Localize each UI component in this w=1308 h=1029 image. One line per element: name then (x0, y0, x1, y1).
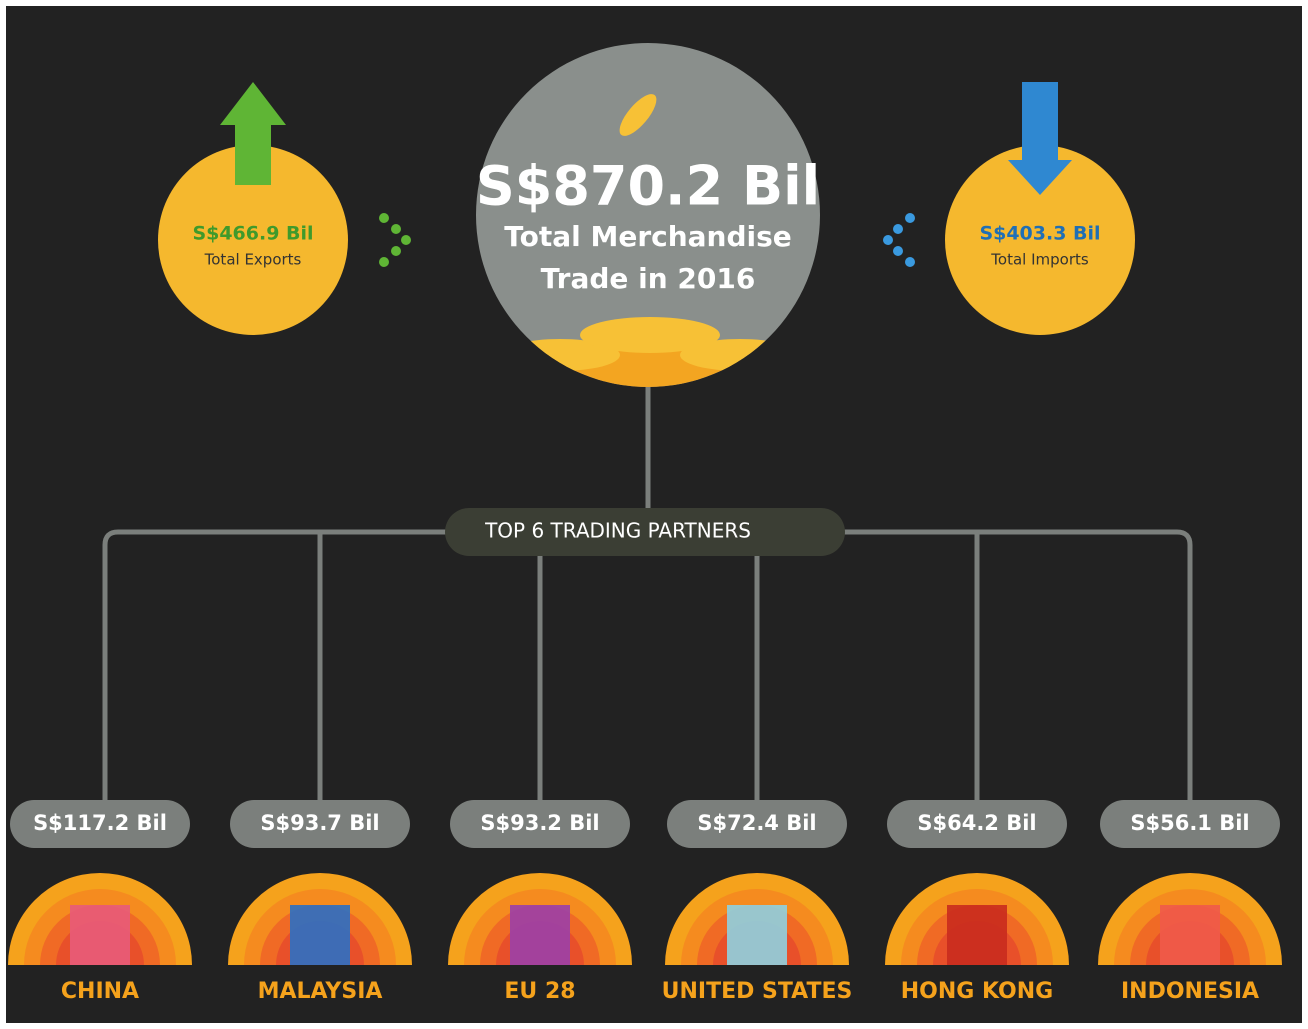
partner-name: MALAYSIA (258, 979, 383, 1004)
value-pill (230, 800, 410, 848)
total-value: S$870.2 Bil (476, 155, 820, 218)
title-pill (445, 508, 845, 556)
partner-value: S$93.2 Bil (480, 811, 599, 835)
value-pill (1100, 800, 1280, 848)
imports-label: Total Imports (990, 251, 1089, 269)
landmark (727, 905, 787, 965)
value-pill (450, 800, 630, 848)
coin (619, 94, 657, 136)
exports-value: S$466.9 Bil (192, 223, 313, 245)
landmark (510, 905, 570, 965)
partner-value: S$64.2 Bil (917, 811, 1036, 835)
import-chevron (883, 213, 915, 267)
value-pill (10, 800, 190, 848)
partner-name: INDONESIA (1121, 979, 1259, 1004)
landmark (947, 905, 1007, 965)
landmark (70, 905, 130, 965)
landmark (290, 905, 350, 965)
exports-label: Total Exports (204, 251, 302, 269)
partner-value: S$72.4 Bil (697, 811, 816, 835)
total-label: Total Merchandise (504, 220, 792, 253)
imports-value: S$403.3 Bil (979, 223, 1100, 245)
partners-title: TOP 6 TRADING PARTNERS (484, 519, 751, 543)
center-circle (476, 43, 820, 387)
partner-name: EU 28 (504, 979, 575, 1004)
partner-name: UNITED STATES (662, 979, 853, 1004)
partner-value: S$56.1 Bil (1130, 811, 1249, 835)
export-chevron (379, 213, 411, 267)
partner-name: CHINA (61, 979, 139, 1004)
landmark (1160, 905, 1220, 965)
partner-value: S$93.7 Bil (260, 811, 379, 835)
exports-circle (158, 145, 348, 335)
partners: S$117.2 Bil CHINA S$93.7 Bil MALAYSIA S$93.2… (8, 800, 1282, 1004)
imports-circle (945, 145, 1135, 335)
value-pill (667, 800, 847, 848)
partner-value: S$117.2 Bil (33, 811, 167, 835)
partner-name: HONG KONG (901, 979, 1053, 1004)
up-arrow (220, 82, 286, 185)
total-label: Trade in 2016 (541, 262, 756, 295)
down-arrow (1008, 82, 1072, 195)
value-pill (887, 800, 1067, 848)
